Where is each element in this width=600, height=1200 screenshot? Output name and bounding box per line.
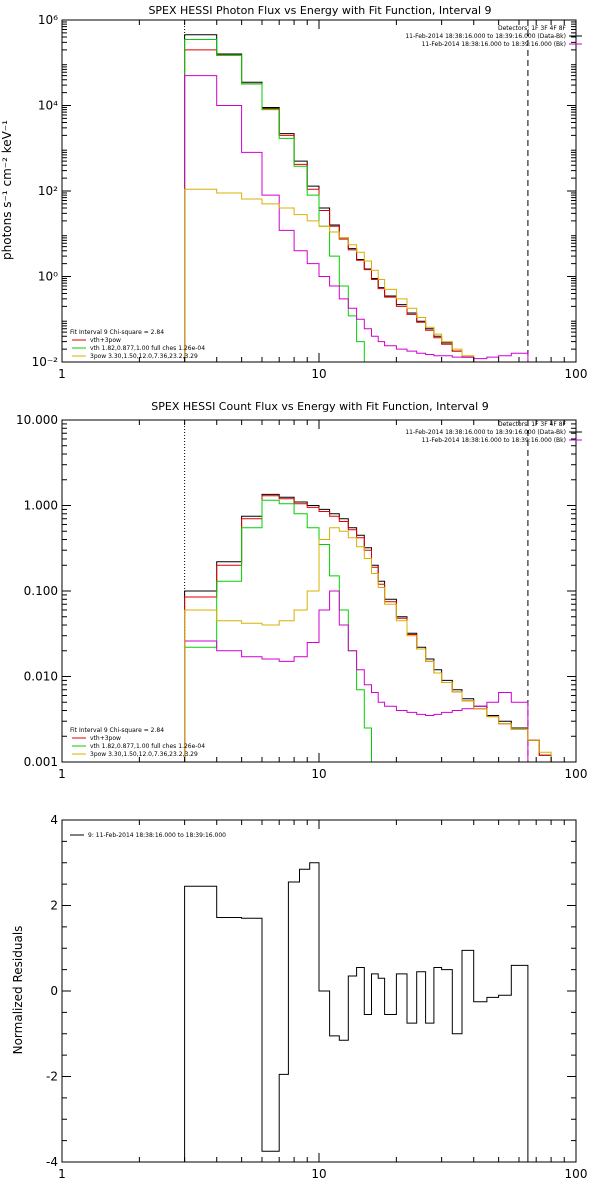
x-tick-label: 1 <box>58 767 66 781</box>
y-tick-label: 2 <box>50 899 58 913</box>
x-tick-label: 10 <box>311 767 326 781</box>
y-tick-label: 10⁴ <box>38 99 58 113</box>
info-data-bk: 11-Feb-2014 18:38:16.000 to 18:39:16.000… <box>405 33 566 40</box>
fit-chi-square: Fit Interval 9 Chi-square = 2.84 <box>70 329 164 336</box>
y-tick-label: 10.000 <box>16 413 58 427</box>
series-magenta-step-line <box>184 590 565 762</box>
info-bk: 11-Feb-2014 18:38:16.000 to 18:39:16.000… <box>422 437 566 444</box>
y-tick-label: 10² <box>38 184 58 198</box>
y-tick-label: 0.010 <box>24 670 58 684</box>
fit-3pow: 3pow 3.30,1.50,12.0,7.36,23.2,3.29 <box>90 751 198 758</box>
count-fit-block: Fit Interval 9 Chi-square = 2.84 vth+3po… <box>70 727 205 758</box>
y-tick-label: 10⁰ <box>38 270 58 284</box>
series-green-step-line <box>184 499 565 762</box>
photon-flux-ylabel: photons s⁻¹ cm⁻² keV⁻¹ <box>0 120 14 260</box>
photon-fit-block: Fit Interval 9 Chi-square = 2.84 vth+3po… <box>70 329 205 360</box>
x-tick-label: 1 <box>58 367 66 381</box>
y-tick-label: 0.100 <box>24 584 58 598</box>
info-bk: 11-Feb-2014 18:38:16.000 to 18:39:16.000… <box>422 41 566 48</box>
photon-info-swatches <box>569 35 582 45</box>
photon-flux-title: SPEX HESSI Photon Flux vs Energy with Fi… <box>148 4 491 17</box>
count-flux-panel: SPEX HESSI Count Flux vs Energy with Fit… <box>16 400 587 781</box>
x-tick-label: 1 <box>58 1167 66 1181</box>
y-tick-label: -4 <box>46 1155 58 1169</box>
count-info-block: Detectors: 1F 3F 4F 8F 11-Feb-2014 18:38… <box>405 421 566 444</box>
y-tick-label: 1.000 <box>24 499 58 513</box>
y-tick-label: 10⁻² <box>32 355 59 369</box>
series-magenta-step-line <box>184 75 529 362</box>
series-yellow-step-line <box>184 188 528 362</box>
fit-vth: vth 1.82,0.877,1.00 full ches 1.26e-04 <box>90 743 205 750</box>
residuals-ylabel: Normalized Residuals <box>11 926 25 1055</box>
fit-3pow: 3pow 3.30,1.50,12.0,7.36,23.2,3.29 <box>90 353 198 360</box>
info-data-bk: 11-Feb-2014 18:38:16.000 to 18:39:16.000… <box>405 429 566 436</box>
info-detectors: Detectors: 1F 3F 4F 8F <box>498 25 567 32</box>
y-tick-label: -2 <box>46 1070 58 1084</box>
fit-model: vth+3pow <box>90 337 121 344</box>
y-tick-label: 10⁶ <box>38 13 58 27</box>
photon-info-block: Detectors: 1F 3F 4F 8F 11-Feb-2014 18:38… <box>405 25 566 48</box>
residuals-legend: 9: 11-Feb-2014 18:38:16.000 to 18:39:16.… <box>88 832 226 839</box>
series-yellow-step-line <box>184 527 565 762</box>
fit-vth: vth 1.82,0.877,1.00 full ches 1.26e-04 <box>90 345 205 352</box>
series-black-step-line <box>184 862 529 1162</box>
y-tick-label: 0.001 <box>24 755 58 769</box>
info-detectors: Detectors: 1F 3F 4F 8F <box>498 421 567 428</box>
fit-chi-square: Fit Interval 9 Chi-square = 2.84 <box>70 727 164 734</box>
fit-model: vth+3pow <box>90 735 121 742</box>
x-tick-label: 10 <box>311 1167 326 1181</box>
x-tick-label: 100 <box>565 367 588 381</box>
count-flux-title: SPEX HESSI Count Flux vs Energy with Fit… <box>151 400 488 413</box>
x-tick-label: 100 <box>565 1167 588 1181</box>
x-tick-label: 100 <box>565 767 588 781</box>
count-info-swatches <box>569 431 582 441</box>
y-tick-label: 0 <box>50 984 58 998</box>
x-tick-label: 10 <box>311 367 326 381</box>
y-tick-label: 4 <box>50 813 58 827</box>
residuals-panel: 1 10 100 -4 -2 0 2 4 Normalized Residuals 9: 11… <box>11 813 587 1181</box>
photon-flux-panel: SPEX HESSI Photon Flux vs Energy with Fi… <box>0 4 587 381</box>
